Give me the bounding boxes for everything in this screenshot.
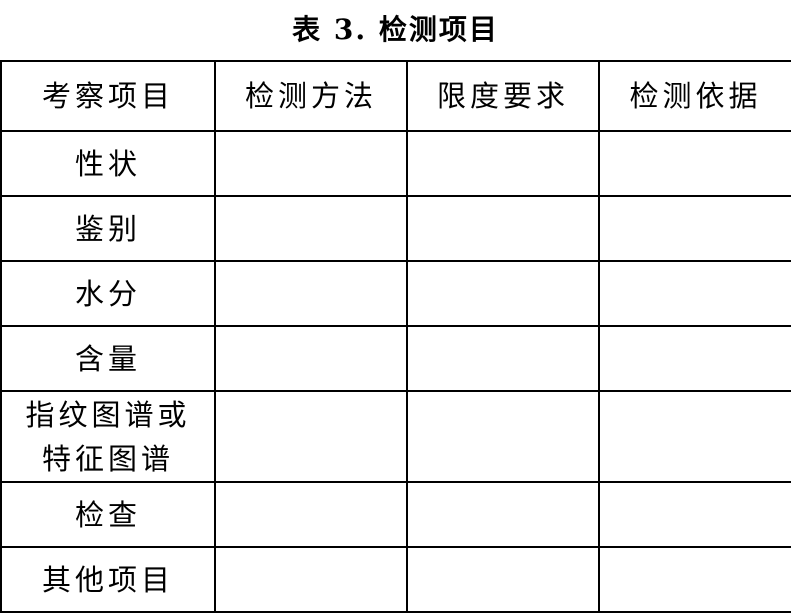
method-cell	[214, 325, 408, 392]
row-item: 其他项目	[0, 546, 216, 613]
table-row: 检查	[0, 481, 791, 548]
basis-cell	[598, 325, 791, 392]
limit-cell	[406, 390, 600, 483]
basis-cell	[598, 130, 791, 197]
basis-cell	[598, 390, 791, 483]
method-cell	[214, 260, 408, 327]
basis-cell	[598, 481, 791, 548]
table-row: 水分	[0, 260, 791, 327]
limit-cell	[406, 481, 600, 548]
table-row: 其他项目	[0, 546, 791, 613]
basis-cell	[598, 260, 791, 327]
header-limit: 限度要求	[406, 60, 600, 132]
method-cell	[214, 481, 408, 548]
table-header-row: 考察项目 检测方法 限度要求 检测依据	[0, 60, 791, 132]
table-row: 含量	[0, 325, 791, 392]
header-item: 考察项目	[0, 60, 216, 132]
row-item: 含量	[0, 325, 216, 392]
method-cell	[214, 390, 408, 483]
basis-cell	[598, 195, 791, 262]
table-row: 鉴别	[0, 195, 791, 262]
inspection-items-table: 考察项目 检测方法 限度要求 检测依据 性状 鉴别 水分 含量 指纹图谱或特征图…	[0, 60, 791, 613]
header-method: 检测方法	[214, 60, 408, 132]
header-basis: 检测依据	[598, 60, 791, 132]
row-item: 水分	[0, 260, 216, 327]
basis-cell	[598, 546, 791, 613]
table-row: 性状	[0, 130, 791, 197]
limit-cell	[406, 325, 600, 392]
row-item: 鉴别	[0, 195, 216, 262]
table-row: 指纹图谱或特征图谱	[0, 390, 791, 483]
method-cell	[214, 195, 408, 262]
table-title: 表 3. 检测项目	[292, 13, 499, 46]
limit-cell	[406, 195, 600, 262]
row-item: 检查	[0, 481, 216, 548]
method-cell	[214, 546, 408, 613]
limit-cell	[406, 546, 600, 613]
row-item: 性状	[0, 130, 216, 197]
limit-cell	[406, 260, 600, 327]
row-item: 指纹图谱或特征图谱	[0, 390, 216, 483]
limit-cell	[406, 130, 600, 197]
method-cell	[214, 130, 408, 197]
